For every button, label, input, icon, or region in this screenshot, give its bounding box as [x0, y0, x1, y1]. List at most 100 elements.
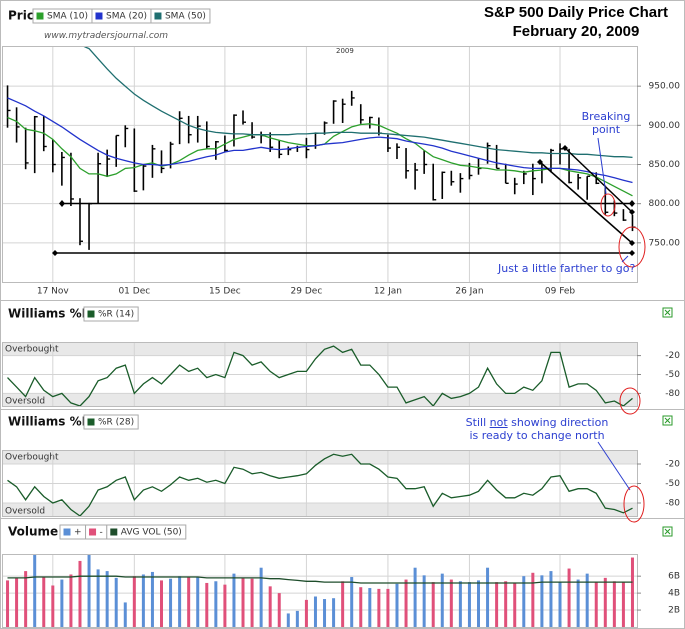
pointer	[597, 137, 607, 195]
legend-label: SMA (10)	[47, 12, 88, 22]
volume-bar	[295, 610, 299, 627]
annotation-part: not	[489, 416, 508, 429]
volume-bar	[585, 573, 589, 627]
x-tick-label: 01 Dec	[118, 287, 150, 297]
y-tick-label: 950.00	[649, 82, 681, 92]
annotation-part: is ready to change north	[469, 429, 605, 442]
y-tick-label: -50	[665, 479, 680, 489]
volume-bar	[304, 599, 308, 627]
volume-bar	[6, 580, 10, 627]
legend-swatch	[94, 11, 104, 21]
volume-bar	[540, 575, 544, 627]
volume-bar	[603, 577, 607, 627]
volume-bar	[350, 577, 354, 627]
volume-bar	[323, 599, 327, 627]
volume-bar	[522, 576, 526, 627]
volume-bar	[277, 593, 281, 627]
y-tick-label: -20	[665, 351, 680, 361]
y-tick-label: 750.00	[649, 238, 681, 248]
volume-bar	[42, 577, 46, 627]
series-line	[7, 575, 633, 584]
legend-swatch	[88, 527, 98, 537]
volume-bar	[549, 571, 553, 627]
volume-bar	[51, 585, 55, 627]
volume-bar	[531, 572, 535, 627]
y-tick-label: -80	[665, 499, 680, 509]
highlight-circle	[619, 387, 641, 415]
legend-label: %R (14)	[98, 310, 134, 320]
volume-bar	[178, 576, 182, 627]
volume-bar	[268, 586, 272, 627]
volume-bar	[15, 577, 19, 627]
volume-bar	[286, 613, 290, 627]
volume-bar	[359, 587, 363, 627]
legend-box	[150, 8, 211, 24]
plot	[6, 555, 634, 627]
close-icon	[664, 528, 671, 535]
volume-bar	[422, 575, 426, 627]
volume-bar	[612, 581, 616, 627]
watermark: www.mytradersjournal.com	[44, 31, 169, 41]
legend-label: AVG VOL (50)	[121, 528, 182, 538]
y-tick-label: 850.00	[649, 160, 681, 170]
legend-box	[83, 414, 139, 430]
y-tick-label: 800.00	[649, 199, 681, 209]
annotation: Still not showing direction is ready to …	[462, 416, 612, 442]
volume-bar	[205, 582, 209, 627]
volume-bar	[114, 577, 118, 627]
volume-bar	[404, 579, 408, 627]
volume-bar	[259, 567, 263, 627]
volume-bar	[141, 574, 145, 627]
volume-bar	[313, 596, 317, 627]
legend-box	[106, 524, 187, 540]
volume-bar	[594, 582, 598, 627]
year-marker: 2009	[336, 47, 354, 55]
legend-swatch	[35, 11, 45, 21]
volume-bar	[78, 560, 82, 627]
band	[3, 393, 637, 406]
y-tick-label: -50	[665, 370, 680, 380]
volume-bar	[431, 582, 435, 627]
legend-label: %R (28)	[98, 418, 134, 428]
volume-bar	[123, 602, 127, 627]
volume-bar	[413, 567, 417, 627]
volume-bar	[558, 582, 562, 627]
drawings	[52, 137, 646, 523]
annotation: Breaking point	[581, 110, 631, 136]
panel-label: Williams %R	[8, 415, 91, 429]
volume-bar	[69, 574, 73, 627]
volume-bar	[214, 581, 218, 627]
series-line	[7, 345, 633, 406]
volume-bar	[87, 555, 91, 627]
trend-line	[564, 147, 633, 213]
chart-subtitle: February 20, 2009	[512, 23, 640, 40]
volume-bar	[395, 583, 399, 627]
volume-bar	[513, 582, 517, 627]
band	[3, 451, 637, 464]
volume-bar	[33, 555, 37, 627]
volume-bar	[504, 581, 508, 627]
y-tick-label: 6B	[668, 572, 680, 582]
legend-label: SMA (50)	[165, 12, 206, 22]
close-buttons	[662, 307, 673, 537]
band-label: Overbought	[5, 453, 59, 463]
legend-swatch	[62, 527, 72, 537]
volume-bar	[630, 557, 634, 627]
close-icon	[664, 417, 671, 424]
series-line	[83, 47, 633, 159]
highlight-circle	[600, 193, 616, 217]
legend-swatch	[109, 527, 119, 537]
band-label: Overbought	[5, 345, 59, 355]
trend-line	[539, 161, 633, 244]
volume-bar	[169, 578, 173, 627]
volume-bar	[150, 571, 154, 627]
volume-bar	[486, 567, 490, 627]
legend-swatch	[153, 11, 163, 21]
volume-bar	[132, 576, 136, 627]
chart-title: S&P 500 Daily Price Chart	[484, 4, 668, 21]
annotation: Just a little farther to go?	[498, 262, 636, 275]
legend-label: -	[100, 528, 103, 538]
y-tick-label: 900.00	[649, 121, 681, 131]
